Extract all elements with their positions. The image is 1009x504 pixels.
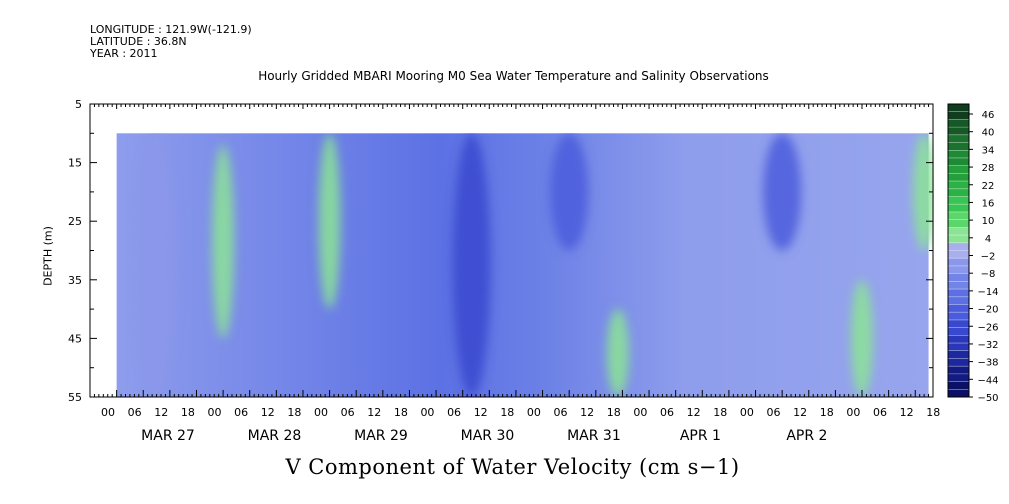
x-date-label: APR 1: [680, 428, 721, 444]
x-hour-label: 12: [154, 406, 168, 419]
colorbar-label: −44: [977, 375, 998, 386]
colorbar-frame: [947, 103, 970, 398]
colorbar-label: 4: [985, 234, 991, 245]
x-hour-label: 18: [394, 406, 408, 419]
x-axis-label: V Component of Water Velocity (cm s−1): [0, 455, 1009, 479]
colorbar-label: 34: [982, 145, 995, 156]
colorbar-label: 10: [982, 216, 995, 227]
y-tick-label: 25: [68, 215, 82, 228]
colorbar: 46 40 34 28 22 16 10 4 −2 −8 −14 −20 −26 −32 −38 −44 −50: [947, 103, 999, 404]
y-tick-label: 55: [68, 391, 82, 404]
colorbar-label: 28: [982, 163, 995, 174]
x-hour-label: 00: [314, 406, 328, 419]
x-hour-label: 12: [687, 406, 701, 419]
heatmap-patch: [851, 279, 874, 397]
x-hour-label: 12: [367, 406, 381, 419]
heatmap-patch: [606, 309, 629, 397]
x-date-label: MAR 28: [248, 428, 302, 444]
heatmap-patch: [212, 145, 235, 339]
colorbar-label: 46: [982, 110, 995, 121]
x-axis-label-text: V Component of Water Velocity (cm s−1): [285, 455, 740, 479]
x-date-label: MAR 27: [141, 428, 195, 444]
heatmap-field: [116, 133, 929, 398]
colorbar-label: 40: [982, 128, 995, 139]
colorbar-label: 22: [982, 181, 995, 192]
x-hour-label: 00: [101, 406, 115, 419]
colorbar-label: −2: [981, 252, 996, 263]
x-hour-label: 06: [873, 406, 887, 419]
colorbar-label: −20: [977, 305, 998, 316]
colorbar-label: −14: [977, 287, 998, 298]
x-hour-label: 06: [341, 406, 355, 419]
longitude-text: LONGITUDE : 121.9W(-121.9): [90, 23, 252, 36]
x-hour-label: 18: [713, 406, 727, 419]
y-tick-label: 5: [75, 98, 82, 111]
heatmap-patch: [763, 133, 802, 251]
x-hour-label: 00: [420, 406, 434, 419]
x-hour-label: 06: [447, 406, 461, 419]
x-hour-label: 06: [767, 406, 781, 419]
latitude-text: LATITUDE : 36.8N: [90, 35, 187, 48]
heatmap-patch: [318, 133, 341, 310]
heatmap-patch: [550, 133, 589, 251]
x-hour-label: 06: [128, 406, 142, 419]
x-date-label: MAR 31: [567, 428, 621, 444]
x-hour-label: 18: [607, 406, 621, 419]
x-hour-label: 12: [793, 406, 807, 419]
x-hour-label: 18: [287, 406, 301, 419]
x-hour-label: 18: [820, 406, 834, 419]
axes-layer: 5 15 25 35 45 55 00 06 12 18 00 06 12 18 00 06 12 18 00 06 1…: [68, 98, 940, 444]
x-date-label: MAR 30: [461, 428, 515, 444]
x-hour-label: 00: [633, 406, 647, 419]
x-hour-label: 12: [900, 406, 914, 419]
x-hour-label: 00: [527, 406, 541, 419]
colorbar-label: −38: [977, 358, 998, 369]
x-hour-label: 00: [740, 406, 754, 419]
chart-title-text: Hourly Gridded MBARI Mooring M0 Sea Wate…: [258, 69, 769, 83]
heatmap-layer: [116, 133, 934, 398]
x-hour-label: 18: [500, 406, 514, 419]
colorbar-label: 16: [982, 198, 995, 209]
x-hour-label: 12: [474, 406, 488, 419]
heatmap-patch: [137, 133, 176, 397]
x-hour-label: 00: [207, 406, 221, 419]
y-tick-label: 35: [68, 274, 82, 287]
year-text: YEAR : 2011: [90, 47, 158, 60]
x-hour-label: 06: [660, 406, 674, 419]
x-hour-label: 18: [926, 406, 940, 419]
chart-title: Hourly Gridded MBARI Mooring M0 Sea Wate…: [0, 69, 1009, 83]
x-hour-label: 12: [261, 406, 275, 419]
colorbar-label: −50: [977, 393, 998, 404]
x-date-label: APR 2: [786, 428, 827, 444]
heatmap-patch: [452, 133, 491, 397]
x-hour-label: 18: [181, 406, 195, 419]
x-date-label: MAR 29: [354, 428, 408, 444]
x-hour-label: 12: [580, 406, 594, 419]
y-tick-label: 45: [68, 332, 82, 345]
x-hour-label: 00: [846, 406, 860, 419]
colorbar-label: −32: [977, 340, 998, 351]
y-tick-label: 15: [68, 157, 82, 170]
colorbar-label: −26: [977, 322, 998, 333]
x-hour-label: 06: [554, 406, 568, 419]
colorbar-label: −8: [981, 269, 996, 280]
x-hour-label: 06: [234, 406, 248, 419]
